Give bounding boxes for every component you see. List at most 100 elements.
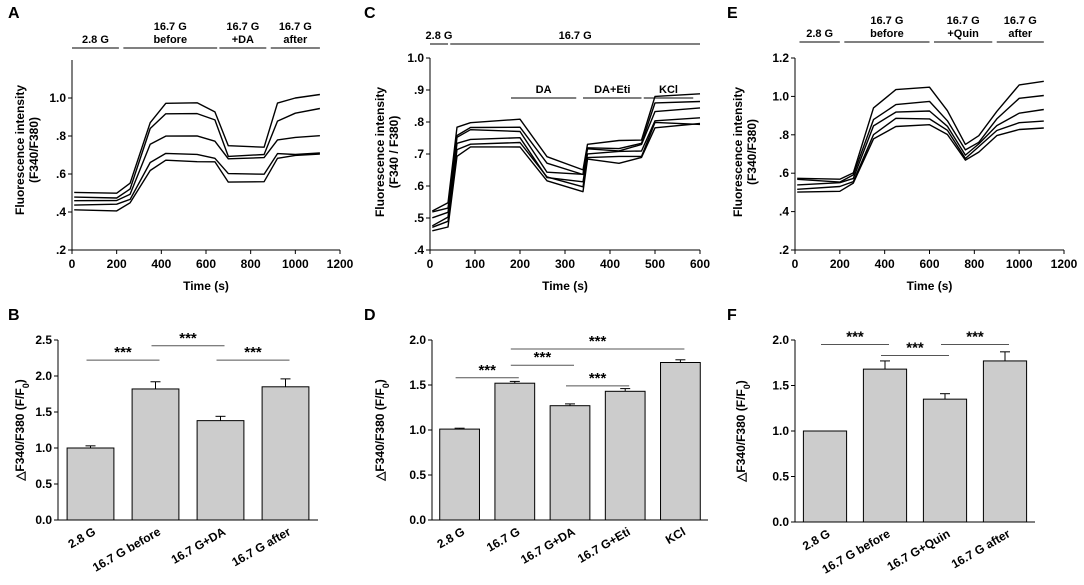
x-tick-label: 400 xyxy=(151,257,171,271)
condition-label: 16.7 G xyxy=(1004,15,1037,27)
category-label: 16.7 G before xyxy=(90,524,163,574)
y-tick-label: 1.5 xyxy=(35,405,52,419)
condition-label: before xyxy=(870,28,904,40)
x-tick-label: 100 xyxy=(465,257,485,271)
y-axis-label: (F340/F380) xyxy=(745,119,759,185)
bar xyxy=(660,362,701,521)
bar xyxy=(66,447,115,521)
y-tick-label: 1.0 xyxy=(772,89,789,103)
x-axis-label: Time (s) xyxy=(907,279,953,293)
bar xyxy=(549,405,591,521)
x-tick-label: 1000 xyxy=(1006,257,1033,271)
trace-line xyxy=(432,100,701,213)
condition-label: 2.8 G xyxy=(82,34,109,46)
x-tick-label: 400 xyxy=(875,257,895,271)
trace-line xyxy=(797,124,1044,193)
y-tick-label: 2.5 xyxy=(35,333,52,347)
panel-B-barchart: B 0.0 0.5 1.0 1.5 2.0 2.5 △F340/F380 (F/F0) 2.8 … xyxy=(8,307,318,575)
category-label: 2.8 G xyxy=(800,526,832,553)
significance-label: *** xyxy=(589,333,607,350)
y-tick-label: 0.0 xyxy=(772,515,789,529)
condition-label: 16.7 G xyxy=(870,15,903,27)
x-tick-label: 400 xyxy=(600,257,620,271)
x-tick-label: 600 xyxy=(690,257,710,271)
category-label: 16.7 G+DA xyxy=(518,524,578,566)
category-label: 16.7 G+DA xyxy=(169,524,229,566)
x-tick-label: 1000 xyxy=(282,257,309,271)
trace-line xyxy=(431,117,701,227)
condition-label: 2.8 G xyxy=(426,30,453,42)
category-label: 16.7 G+Eti xyxy=(575,524,633,565)
significance-label: *** xyxy=(966,329,984,346)
trace-line xyxy=(797,108,1044,186)
condition-label: 16.7 G xyxy=(947,15,980,27)
y-tick-label: 0.5 xyxy=(409,468,426,482)
significance-label: *** xyxy=(846,329,864,346)
y-axis-label: △F340/F380 (F/F0) xyxy=(13,379,31,482)
category-label: 16.7 G after xyxy=(949,526,1013,571)
y-tick-label: 1.0 xyxy=(407,51,424,65)
significance-label: *** xyxy=(534,349,552,366)
significance-label: *** xyxy=(589,370,607,387)
y-tick-label: .4 xyxy=(56,205,66,219)
significance-label: *** xyxy=(114,344,132,361)
y-tick-label: .8 xyxy=(414,115,424,129)
y-tick-label: 0.0 xyxy=(35,513,52,527)
trace-line xyxy=(431,93,701,212)
x-tick-label: 0 xyxy=(69,257,76,271)
condition-label: before xyxy=(153,34,187,46)
y-tick-label: 2.0 xyxy=(772,333,789,347)
significance-label: *** xyxy=(244,344,262,361)
condition-label: 2.8 G xyxy=(806,28,833,40)
x-tick-label: 800 xyxy=(241,257,261,271)
category-label: 16.7 G+Quin xyxy=(885,526,953,573)
y-axis-label: Fluorescence intensity xyxy=(731,87,745,217)
y-tick-label: .9 xyxy=(414,83,424,97)
y-tick-label: .6 xyxy=(414,179,424,193)
panel-F-barchart: F0.00.51.01.52.0△F340/F380 (F/F0)2.8 G16… xyxy=(727,307,1035,577)
panel-C-linechart: C .4 .5 .6 .7 .8 .9 1.0 0 100 200 300 400 500 600 Time … xyxy=(364,5,710,293)
category-label: 2.8 G xyxy=(66,524,98,551)
y-tick-label: .8 xyxy=(779,128,789,142)
y-axis-label: Fluorescence intensity xyxy=(373,87,387,217)
y-tick-label: .7 xyxy=(414,147,424,161)
panel-D-barchart: D 0.0 0.5 1.0 1.5 2.0 △F340/F380 (F/F0) 2.8 G 16… xyxy=(364,307,708,567)
x-tick-label: 0 xyxy=(792,257,799,271)
trace-line xyxy=(74,152,320,206)
panel-letter-C: C xyxy=(364,5,376,22)
x-axis-label: Time (s) xyxy=(542,279,588,293)
significance-label: *** xyxy=(179,330,197,347)
condition-label: 16.7 G xyxy=(559,30,592,42)
bar xyxy=(439,428,480,521)
trace-line xyxy=(74,153,320,212)
y-tick-label: 1.5 xyxy=(409,378,426,392)
panel-letter-F: F xyxy=(727,307,737,324)
y-axis-label: △F340/F380 (F/F0) xyxy=(373,379,391,482)
y-tick-label: 2.0 xyxy=(409,333,426,347)
trace-line xyxy=(74,135,320,202)
category-label: 16.7 G after xyxy=(229,524,293,569)
trace-line xyxy=(797,80,1044,180)
condition-label: KCl xyxy=(659,84,678,96)
bar xyxy=(922,398,968,523)
trace-line xyxy=(797,117,1044,190)
x-tick-label: 200 xyxy=(107,257,127,271)
y-axis-label: (F340/F380) xyxy=(27,117,41,183)
bar xyxy=(802,430,848,523)
category-label: 2.8 G xyxy=(435,524,467,551)
category-label: 16.7 G xyxy=(484,524,522,554)
x-tick-label: 600 xyxy=(919,257,939,271)
condition-label: DA+Eti xyxy=(594,84,630,96)
bar xyxy=(604,390,646,521)
y-axis-label: (F340 / F380) xyxy=(387,116,401,189)
y-tick-label: 1.0 xyxy=(772,424,789,438)
panel-letter-E: E xyxy=(727,5,738,22)
x-tick-label: 600 xyxy=(196,257,216,271)
bar xyxy=(982,360,1028,523)
bar xyxy=(131,388,180,521)
y-tick-label: 1.0 xyxy=(49,91,66,105)
y-tick-label: .4 xyxy=(779,205,789,219)
bar xyxy=(862,368,908,523)
trace-line xyxy=(432,107,701,219)
